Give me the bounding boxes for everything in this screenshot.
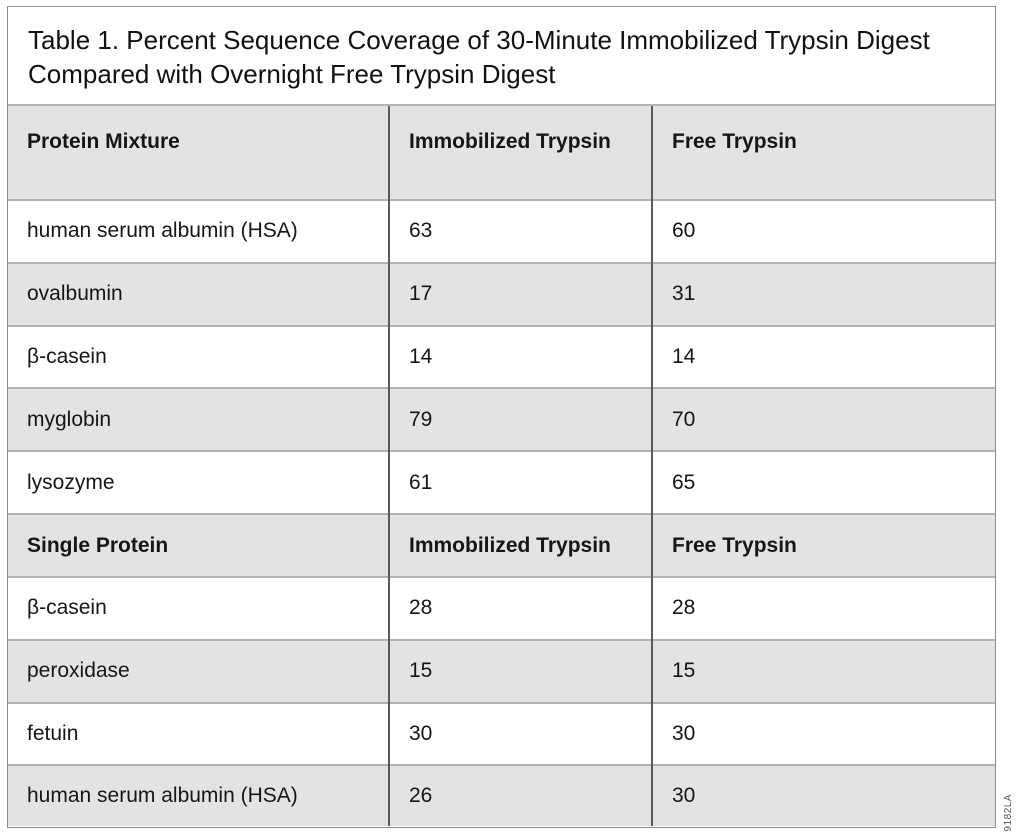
cell-free-value: 70 bbox=[651, 387, 995, 452]
table-row: β-casein 14 14 bbox=[8, 324, 995, 389]
cell-protein: β-casein bbox=[8, 324, 389, 389]
cell-free-value: 28 bbox=[651, 575, 995, 640]
table-row: fetuin 30 30 bbox=[8, 701, 995, 766]
cell-immobilized-value: 61 bbox=[388, 450, 652, 515]
header-cell-immobilized-trypsin: Immobilized Trypsin bbox=[388, 513, 652, 577]
cell-free-value: 65 bbox=[651, 450, 995, 515]
header-cell-immobilized-trypsin: Immobilized Trypsin bbox=[388, 104, 652, 200]
table-row: human serum albumin (HSA) 63 60 bbox=[8, 199, 995, 263]
cell-protein: lysozyme bbox=[8, 450, 389, 515]
cell-immobilized-value: 14 bbox=[388, 324, 652, 389]
cell-immobilized-value: 30 bbox=[388, 701, 652, 766]
cell-protein: peroxidase bbox=[8, 638, 389, 703]
cell-free-value: 31 bbox=[651, 261, 995, 326]
header-cell-protein-mixture: Protein Mixture bbox=[8, 104, 389, 200]
table-title: Table 1. Percent Sequence Coverage of 30… bbox=[8, 7, 995, 104]
cell-protein: myglobin bbox=[8, 387, 389, 452]
table-row-header-single-protein: Single Protein Immobilized Trypsin Free … bbox=[8, 513, 995, 577]
table-row: β-casein 28 28 bbox=[8, 575, 995, 640]
cell-free-value: 14 bbox=[651, 324, 995, 389]
cell-immobilized-value: 79 bbox=[388, 387, 652, 452]
header-cell-single-protein: Single Protein bbox=[8, 513, 389, 577]
cell-free-value: 60 bbox=[651, 199, 995, 263]
header-cell-free-trypsin: Free Trypsin bbox=[651, 513, 995, 577]
cell-protein: β-casein bbox=[8, 575, 389, 640]
cell-protein: human serum albumin (HSA) bbox=[8, 764, 389, 826]
table-row: peroxidase 15 15 bbox=[8, 638, 995, 703]
table-row: ovalbumin 17 31 bbox=[8, 261, 995, 326]
cell-immobilized-value: 63 bbox=[388, 199, 652, 263]
cell-immobilized-value: 28 bbox=[388, 575, 652, 640]
cell-protein: fetuin bbox=[8, 701, 389, 766]
table-row: myglobin 79 70 bbox=[8, 387, 995, 452]
table-row: human serum albumin (HSA) 26 30 bbox=[8, 764, 995, 826]
cell-protein: ovalbumin bbox=[8, 261, 389, 326]
coverage-table: Protein Mixture Immobilized Trypsin Free… bbox=[8, 104, 995, 826]
cell-immobilized-value: 26 bbox=[388, 764, 652, 826]
figure-number-label: 9182LA bbox=[1003, 793, 1014, 831]
cell-free-value: 15 bbox=[651, 638, 995, 703]
cell-protein: human serum albumin (HSA) bbox=[8, 199, 389, 263]
header-cell-free-trypsin: Free Trypsin bbox=[651, 104, 995, 200]
table-row: lysozyme 61 65 bbox=[8, 450, 995, 515]
table-row-header-mixture: Protein Mixture Immobilized Trypsin Free… bbox=[8, 104, 995, 200]
cell-immobilized-value: 15 bbox=[388, 638, 652, 703]
table-frame: Table 1. Percent Sequence Coverage of 30… bbox=[7, 6, 996, 828]
cell-free-value: 30 bbox=[651, 764, 995, 826]
cell-immobilized-value: 17 bbox=[388, 261, 652, 326]
cell-free-value: 30 bbox=[651, 701, 995, 766]
